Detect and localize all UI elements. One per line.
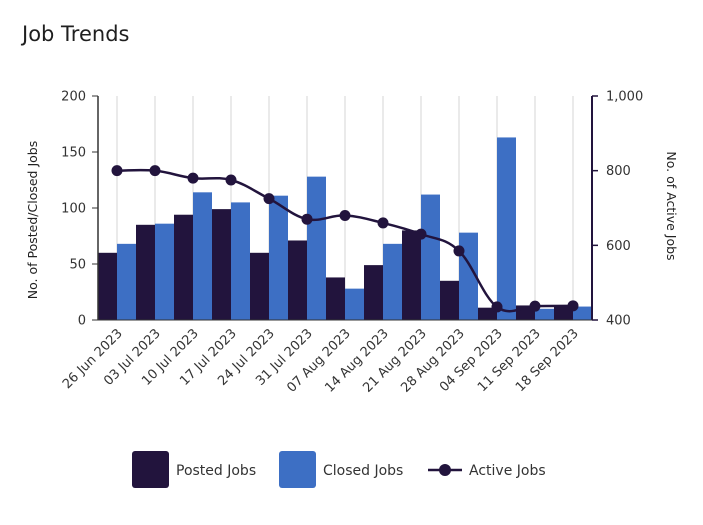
posted-jobs-bar xyxy=(440,280,459,320)
closed-jobs-bar xyxy=(307,176,326,320)
left-tick-label: 0 xyxy=(78,314,86,329)
closed-jobs-bar xyxy=(193,192,212,320)
closed-jobs-bar xyxy=(383,243,402,320)
active-jobs-point xyxy=(529,300,541,312)
active-jobs-point xyxy=(415,228,427,240)
legend-label-active: Active Jobs xyxy=(469,463,546,479)
posted-jobs-bar xyxy=(250,252,269,320)
chart-title: Job Trends xyxy=(22,22,130,46)
posted-jobs-bar xyxy=(174,214,193,320)
right-tick-label: 600 xyxy=(606,239,631,254)
closed-jobs-bar xyxy=(497,137,516,320)
active-jobs-point xyxy=(377,217,389,229)
active-jobs-point xyxy=(339,209,351,221)
legend-label-closed: Closed Jobs xyxy=(323,463,403,479)
posted-jobs-bar xyxy=(402,230,421,320)
active-jobs-point xyxy=(149,165,161,177)
right-tick-label: 800 xyxy=(606,164,631,179)
y-axis-title: No. of Posted/Closed Jobs xyxy=(25,141,40,299)
active-jobs-line xyxy=(111,165,579,313)
left-tick-label: 50 xyxy=(69,258,86,273)
posted-jobs-bar xyxy=(212,209,231,320)
y2-axis-title: No. of Active Jobs xyxy=(664,151,679,260)
posted-jobs-bar xyxy=(554,306,573,320)
bar-marks xyxy=(98,137,592,320)
closed-jobs-bar xyxy=(573,306,592,320)
closed-jobs-bar xyxy=(421,194,440,320)
left-tick-label: 150 xyxy=(61,146,86,161)
legend-swatch-posted xyxy=(132,451,169,488)
left-tick-label: 200 xyxy=(61,90,86,105)
closed-jobs-bar xyxy=(345,288,364,320)
active-jobs-point xyxy=(263,193,275,205)
legend-marker-active xyxy=(439,464,451,476)
active-jobs-point xyxy=(453,245,465,257)
active-jobs-point xyxy=(301,213,313,225)
closed-jobs-bar xyxy=(269,195,288,320)
right-tick-label: 400 xyxy=(606,314,631,329)
active-jobs-point xyxy=(225,174,237,186)
active-jobs-point xyxy=(567,300,579,312)
posted-jobs-bar xyxy=(98,252,117,320)
active-jobs-point xyxy=(491,301,503,313)
closed-jobs-bar xyxy=(155,223,174,320)
closed-jobs-bar xyxy=(117,243,136,320)
legend: Posted Jobs Closed Jobs Active Jobs xyxy=(132,451,546,488)
closed-jobs-bar xyxy=(535,308,554,320)
posted-jobs-bar xyxy=(478,307,497,320)
right-tick-label: 1,000 xyxy=(606,90,643,105)
legend-label-posted: Posted Jobs xyxy=(176,463,256,479)
left-tick-label: 100 xyxy=(61,202,86,217)
active-jobs-point xyxy=(111,165,123,177)
posted-jobs-bar xyxy=(288,240,307,320)
posted-jobs-bar xyxy=(136,224,155,320)
active-jobs-point xyxy=(187,172,199,184)
closed-jobs-bar xyxy=(231,202,250,320)
posted-jobs-bar xyxy=(326,277,345,320)
legend-swatch-closed xyxy=(279,451,316,488)
posted-jobs-bar xyxy=(364,265,383,320)
